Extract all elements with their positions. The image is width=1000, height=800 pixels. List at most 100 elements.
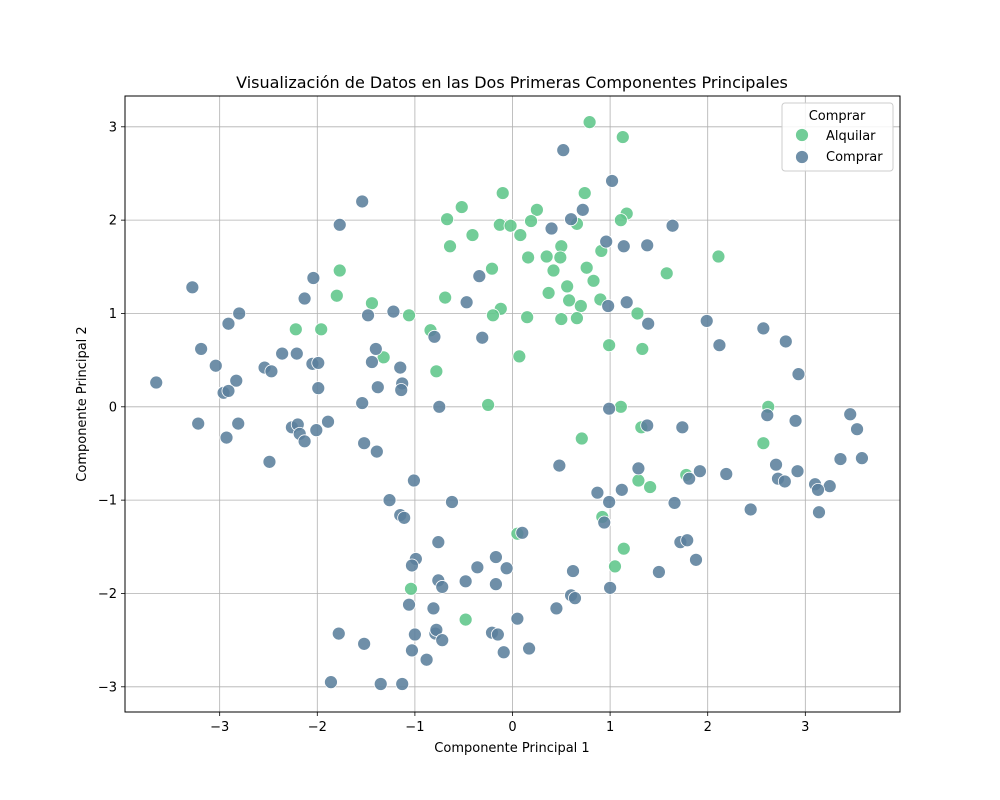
- data-point-comprar: [602, 495, 617, 509]
- data-point-comprar: [544, 221, 559, 236]
- legend: Comprar Alquilar Comprar: [781, 102, 894, 172]
- x-axis-label: Componente Principal 1: [434, 741, 589, 756]
- data-point-comprar: [490, 627, 505, 642]
- data-point-alquilar: [541, 286, 556, 300]
- x-tick-label: 1: [606, 720, 614, 735]
- data-point-comprar: [431, 535, 446, 550]
- data-point-comprar: [397, 510, 412, 525]
- legend-box: [781, 102, 894, 172]
- data-point-comprar: [564, 212, 578, 227]
- data-point-alquilar: [530, 202, 544, 217]
- data-point-comprar: [445, 495, 459, 509]
- legend-marker-alquilar: [795, 128, 809, 142]
- data-point-alquilar: [635, 342, 650, 356]
- data-point-comprar: [208, 358, 223, 373]
- data-point-alquilar: [365, 296, 379, 311]
- data-point-comprar: [811, 482, 825, 497]
- data-point-comprar: [616, 239, 631, 254]
- data-point-comprar: [297, 291, 312, 306]
- data-point-comprar: [365, 355, 379, 369]
- data-point-comprar: [778, 334, 793, 349]
- data-point-comprar: [407, 627, 422, 642]
- data-point-comprar: [435, 580, 450, 594]
- data-point-alquilar: [659, 266, 674, 281]
- data-point-alquilar: [616, 541, 631, 556]
- data-point-alquilar: [579, 260, 594, 275]
- data-point-alquilar: [539, 249, 554, 264]
- data-point-comprar: [219, 430, 234, 445]
- data-point-alquilar: [615, 130, 630, 144]
- data-point-comprar: [597, 515, 612, 530]
- data-point-comprar: [472, 269, 487, 284]
- data-point-comprar: [850, 422, 864, 437]
- data-point-alquilar: [288, 322, 303, 337]
- data-point-comprar: [652, 565, 666, 579]
- data-point-alquilar: [404, 581, 418, 596]
- data-point-comprar: [402, 597, 416, 612]
- data-point-alquilar: [643, 480, 658, 494]
- data-point-comprar: [575, 202, 590, 217]
- data-point-comprar: [556, 143, 571, 158]
- data-point-comprar: [149, 375, 164, 390]
- data-point-comprar: [419, 652, 434, 667]
- data-point-alquilar: [503, 218, 518, 233]
- data-point-comprar: [566, 564, 580, 578]
- data-point-comprar: [382, 493, 397, 508]
- data-point-comprar: [667, 496, 682, 510]
- data-point-comprar: [264, 364, 279, 379]
- data-point-alquilar: [573, 299, 588, 313]
- data-point-alquilar: [630, 306, 645, 321]
- data-point-comprar: [640, 238, 655, 253]
- data-point-comprar: [262, 454, 277, 469]
- data-point-comprar: [693, 464, 707, 479]
- data-point-alquilar: [486, 308, 500, 323]
- data-point-comprar: [191, 416, 206, 431]
- data-point-comprar: [361, 308, 375, 323]
- data-point-alquilar: [574, 431, 589, 446]
- y-axis-label: Componente Principal 2: [75, 326, 90, 481]
- data-point-comprar: [699, 314, 714, 328]
- data-point-comprar: [405, 558, 419, 573]
- data-point-alquilar: [586, 273, 601, 288]
- data-point-comprar: [833, 452, 848, 466]
- data-point-comprar: [306, 271, 321, 285]
- data-point-alquilar: [402, 308, 416, 323]
- data-point-comprar: [843, 407, 858, 422]
- data-point-comprar: [601, 299, 616, 313]
- y-tick-label: −2: [98, 587, 117, 602]
- data-point-comprar: [370, 380, 385, 395]
- data-point-comprar: [324, 675, 338, 690]
- data-point-alquilar: [440, 212, 455, 227]
- data-point-comprar: [855, 451, 869, 466]
- y-tick-label: −1: [98, 494, 117, 509]
- data-point-comprar: [590, 485, 605, 500]
- data-point-comprar: [369, 444, 384, 459]
- data-point-alquilar: [613, 213, 628, 228]
- data-point-comprar: [185, 280, 200, 295]
- data-point-comprar: [355, 396, 370, 410]
- data-point-alquilar: [329, 288, 344, 303]
- legend-title: Comprar: [809, 109, 866, 124]
- data-point-comprar: [232, 306, 247, 321]
- data-point-comprar: [675, 420, 690, 435]
- data-point-comprar: [603, 580, 618, 595]
- data-point-comprar: [689, 552, 703, 567]
- data-point-comprar: [289, 346, 304, 361]
- data-point-comprar: [552, 458, 567, 473]
- data-point-comprar: [368, 342, 383, 356]
- y-tick-label: 1: [109, 307, 117, 322]
- data-point-comprar: [682, 471, 697, 486]
- data-point-comprar: [812, 505, 826, 520]
- data-point-alquilar: [631, 473, 646, 488]
- data-point-alquilar: [613, 399, 628, 414]
- data-point-comprar: [194, 342, 209, 356]
- data-point-comprar: [788, 413, 803, 428]
- data-point-alquilar: [577, 186, 592, 200]
- data-point-comprar: [769, 457, 783, 472]
- data-point-comprar: [393, 360, 408, 375]
- data-point-comprar: [373, 677, 388, 691]
- x-tick-label: 0: [508, 720, 516, 735]
- data-point-comprar: [297, 434, 312, 449]
- data-point-comprar: [680, 533, 695, 548]
- data-point-comprar: [605, 174, 619, 188]
